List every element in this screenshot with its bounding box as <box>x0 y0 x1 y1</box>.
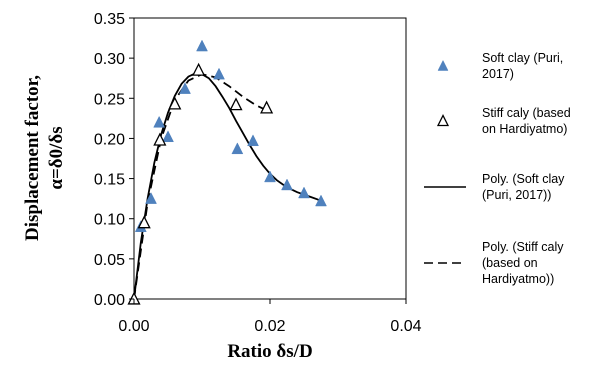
plot-area <box>133 17 407 300</box>
y-tick-label: 0.25 <box>94 91 125 108</box>
y-tick-label: 0.05 <box>94 252 125 269</box>
data-point-soft-clay <box>247 134 259 147</box>
data-point-stiff-clay <box>229 97 243 111</box>
data-point-soft-clay <box>298 186 310 199</box>
legend-label: Stiff caly (based <box>482 106 571 120</box>
data-point-soft-clay <box>153 115 166 128</box>
data-point-soft-clay <box>264 170 276 183</box>
y-tick-label: 0.00 <box>94 292 125 309</box>
data-point-soft-clay <box>179 82 191 94</box>
legend-label: Poly. (Soft clay <box>482 172 565 186</box>
y-tick-label: 0.30 <box>94 51 125 68</box>
data-point-soft-clay <box>281 178 293 191</box>
legend-marker <box>436 114 450 127</box>
y-tick-label: 0.35 <box>94 11 125 28</box>
data-point-soft-clay <box>196 39 208 52</box>
data-point-stiff-clay <box>260 100 274 114</box>
data-point-soft-clay <box>145 192 157 204</box>
legend-label: Poly. (Stiff caly <box>482 240 564 254</box>
y-tick-label: 0.20 <box>94 131 125 148</box>
legend-label: (Puri, 2017)) <box>482 188 551 202</box>
legend-label: on Hardiyatmo) <box>482 122 567 136</box>
legend: Soft clay (Puri, 2017) Stiff caly (based on… <box>424 51 571 286</box>
data-point-soft-clay <box>213 67 225 80</box>
legend-label: (based on <box>482 256 538 270</box>
y-tick-label: 0.10 <box>94 212 125 229</box>
y-tick-label: 0.15 <box>94 172 125 189</box>
data-point-stiff-clay <box>168 96 182 110</box>
data-point-soft-clay <box>162 130 174 143</box>
x-tick-label: 0.02 <box>254 318 285 335</box>
x-tick-label: 0.00 <box>118 318 149 335</box>
data-point-stiff-clay <box>192 62 206 76</box>
legend-label: Hardiyatmo)) <box>482 272 554 286</box>
data-point-soft-clay <box>315 194 327 207</box>
data-point-soft-clay <box>231 142 244 155</box>
legend-label: 2017) <box>482 67 514 81</box>
y-axis-title-line1: Displacement factor, <box>22 75 43 241</box>
y-axis-title-line2: α=δ0/δs <box>46 126 67 189</box>
x-tick-label: 0.04 <box>390 318 421 335</box>
data-point-stiff-clay <box>137 215 151 229</box>
legend-label: Soft clay (Puri, <box>482 51 563 65</box>
data-point-stiff-clay <box>153 132 167 146</box>
legend-marker <box>437 59 449 71</box>
x-axis-title: Ratio δs/D <box>227 341 312 362</box>
